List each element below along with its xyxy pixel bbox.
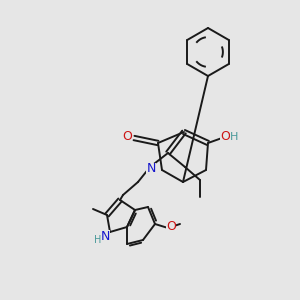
Text: O: O xyxy=(166,220,176,233)
Text: N: N xyxy=(100,230,110,242)
Text: H: H xyxy=(230,132,238,142)
Text: O: O xyxy=(220,130,230,143)
Text: H: H xyxy=(94,235,102,245)
Text: O: O xyxy=(122,130,132,143)
Text: N: N xyxy=(146,163,156,176)
